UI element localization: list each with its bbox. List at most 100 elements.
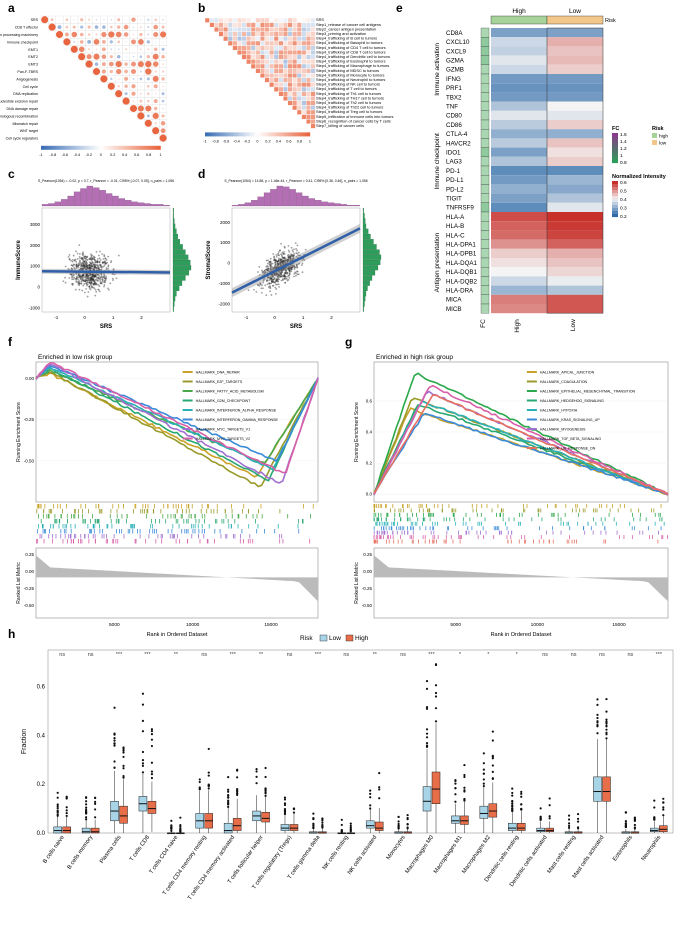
- corr-cell: [310, 40, 316, 46]
- scatter-point: [289, 267, 292, 270]
- hist-bar: [270, 189, 277, 207]
- outlier-point: [520, 795, 523, 798]
- scatter-point: [88, 285, 91, 288]
- corr-dot: [137, 105, 144, 112]
- scatter-point: [283, 274, 286, 277]
- legend-gradient: [612, 154, 618, 158]
- scatter-point: [71, 284, 74, 286]
- colorbar-segment: [133, 145, 137, 150]
- corr-dot: [153, 106, 158, 111]
- scatter-point: [100, 282, 103, 285]
- corr-cell: [283, 59, 289, 65]
- hist-bar: [321, 201, 328, 207]
- outlier-point: [56, 807, 59, 810]
- scatter-point: [105, 277, 107, 280]
- outlier-point: [511, 805, 514, 808]
- scatter-point: [291, 257, 294, 260]
- scatter-point: [287, 249, 290, 252]
- outlier-point: [227, 796, 230, 799]
- corr-cell: [310, 72, 316, 78]
- box: [261, 812, 270, 823]
- fc-cell: [480, 165, 490, 176]
- hist-bar: [144, 203, 151, 207]
- scatter-point: [68, 277, 71, 279]
- scatter-point: [262, 279, 265, 282]
- scatter-point: [84, 274, 87, 277]
- scatter-point: [266, 264, 269, 267]
- hist-bar: [118, 198, 126, 207]
- corr-cell: [241, 40, 247, 46]
- outlier-point: [141, 764, 145, 767]
- corr-dot: [78, 46, 85, 53]
- scatter-point: [93, 256, 96, 259]
- row-label: Step5_infiltration of immune cells into …: [316, 114, 393, 119]
- corr-cell: [292, 86, 298, 92]
- scatter-point: [78, 244, 81, 247]
- scatter-point: [75, 263, 78, 266]
- scatter-point: [279, 262, 281, 265]
- box: [545, 827, 554, 833]
- scatter-point: [97, 276, 100, 279]
- corr-dot: [41, 16, 49, 24]
- outlier-point: [264, 787, 267, 790]
- corr-cell: [310, 68, 316, 74]
- scatter-point: [81, 257, 84, 260]
- scatter-point: [278, 274, 281, 276]
- corr-cell: [306, 114, 312, 120]
- scatter-point: [268, 277, 271, 279]
- scatter-point: [77, 262, 80, 265]
- scatter-point: [275, 278, 278, 281]
- corr-dot: [154, 122, 157, 125]
- hist-bar: [362, 296, 366, 302]
- scatter-point: [85, 274, 88, 277]
- low-outline: [546, 27, 604, 314]
- scatter-point: [76, 265, 79, 268]
- scatter-point: [287, 256, 290, 259]
- scatter-point: [270, 277, 273, 280]
- hist-bar: [353, 205, 360, 207]
- colorbar-segment: [130, 145, 134, 150]
- heat-cell-high: [491, 129, 547, 139]
- corr-cell: [260, 54, 266, 60]
- scatter-point: [293, 252, 296, 255]
- scatter-point: [86, 264, 89, 267]
- corr-cell: [223, 27, 229, 33]
- x-tick: 5000: [109, 622, 120, 628]
- outlier-point: [264, 775, 267, 779]
- scatter-point: [84, 280, 87, 282]
- scatter-point: [287, 258, 289, 261]
- scatter-point: [112, 273, 114, 276]
- corr-dot: [161, 70, 165, 73]
- colorbar-segment: [61, 145, 66, 150]
- panel-label-d: d: [198, 167, 205, 181]
- scatter-point: [296, 266, 299, 269]
- corr-cell: [246, 59, 252, 65]
- scatter-point: [91, 264, 93, 267]
- scatter-point: [277, 260, 279, 263]
- scatter-point: [75, 260, 78, 263]
- heat-cell-high: [491, 258, 547, 268]
- corr-dot: [153, 24, 159, 30]
- legend-gradient: [612, 190, 618, 194]
- corr-dot: [162, 41, 164, 43]
- scatter-point: [284, 281, 287, 284]
- scatter-point: [78, 280, 81, 282]
- corr-dot: [108, 61, 114, 67]
- gsea-title: Enriched in low risk group: [38, 354, 113, 361]
- scatter-point: [284, 271, 286, 274]
- colorbar-tick: 0.4: [276, 139, 281, 143]
- scatter-point: [281, 259, 284, 262]
- heat-cell-low: [547, 221, 603, 231]
- scatter-point: [90, 259, 93, 262]
- corr-cell: [269, 54, 275, 60]
- corr-dot: [85, 60, 93, 68]
- colorbar-segment: [136, 145, 140, 150]
- scatter-point: [83, 256, 86, 258]
- scatter-point: [91, 265, 94, 268]
- corr-cell: [269, 27, 275, 33]
- scatter-point: [93, 266, 96, 268]
- scatter-point: [272, 281, 275, 283]
- hist-bar: [172, 285, 180, 292]
- outlier-point: [227, 788, 230, 791]
- scatter-point: [86, 265, 88, 268]
